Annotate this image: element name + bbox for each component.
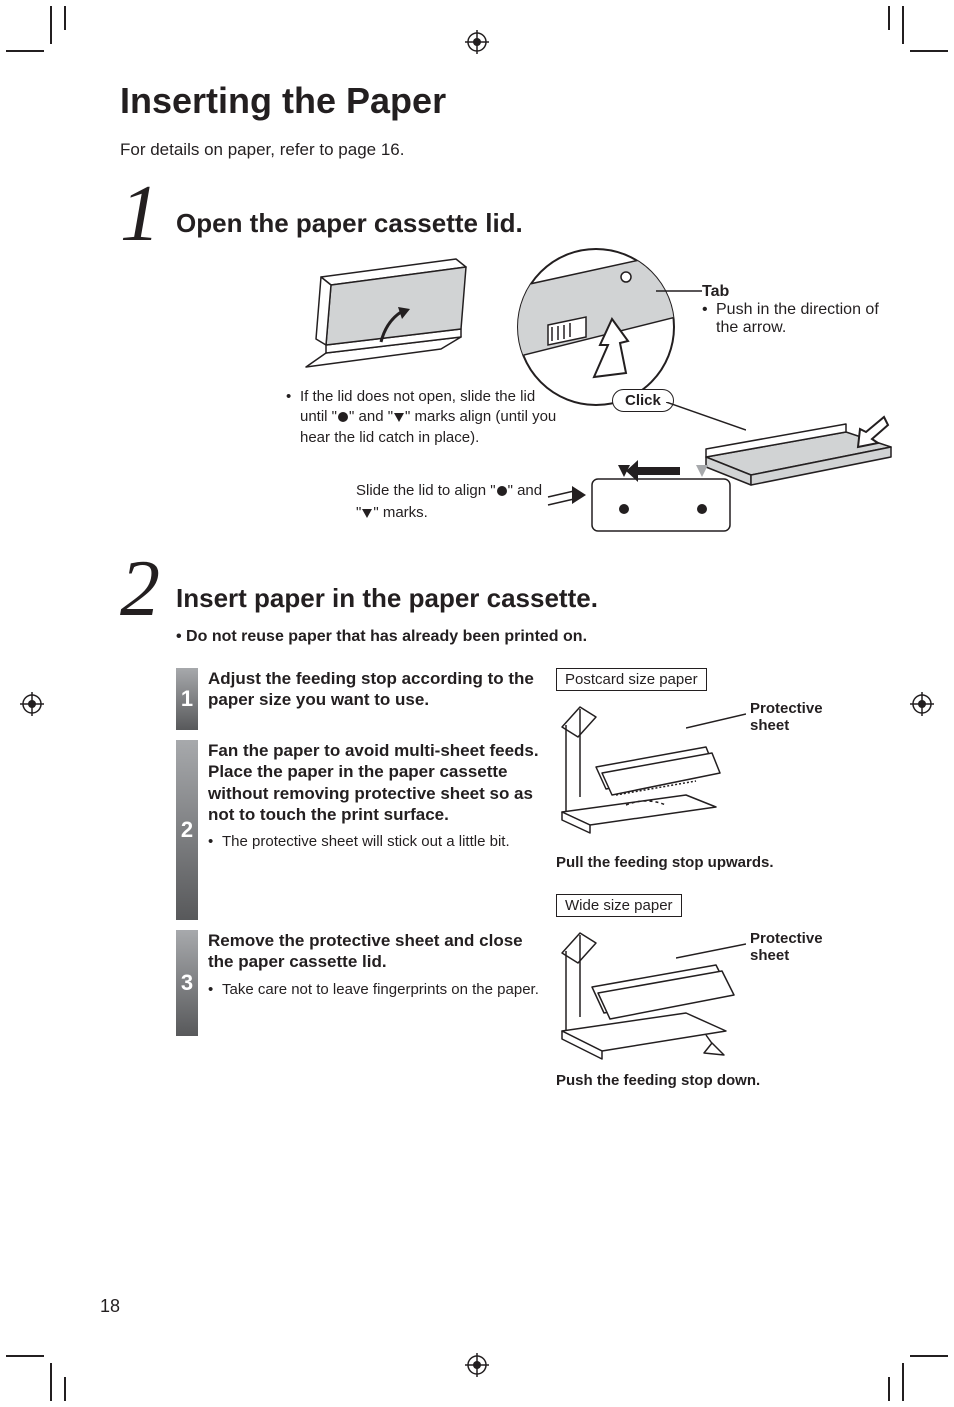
slide-note: Slide the lid to align "" and "" marks. (356, 481, 546, 524)
crop-mark (64, 1377, 66, 1401)
registration-mark-icon (910, 692, 934, 716)
crop-mark (910, 50, 948, 52)
protective-sheet-label: Protective sheet (750, 930, 860, 964)
tab-closeup-illustration (516, 247, 676, 407)
crop-mark (6, 1355, 44, 1357)
pull-caption: Pull the feeding stop upwards. (556, 854, 774, 871)
substep-3: 3 Remove the protective sheet and close … (176, 930, 546, 1036)
step-1: 1 Open the paper cassette lid. (120, 174, 840, 547)
tab-note: Push in the direction of the arrow. (702, 301, 882, 337)
crop-mark (6, 50, 44, 52)
intro-text: For details on paper, refer to page 16. (120, 140, 840, 160)
substep-3-note: Take care not to leave fingerprints on t… (208, 981, 546, 999)
slide-note-part1: Slide the lid to align " (356, 482, 496, 499)
lid-note-part2: " and " (349, 408, 393, 425)
step-1-heading: Open the paper cassette lid. (176, 208, 886, 239)
substep-2: 2 Fan the paper to avoid multi-sheet fee… (176, 740, 546, 920)
crop-mark (910, 1355, 948, 1357)
step-2-warning: • Do not reuse paper that has already be… (176, 628, 866, 646)
click-label: Click (612, 389, 674, 412)
tab-leader-line (656, 287, 702, 295)
protective-leader-line (686, 712, 746, 732)
substep-2-title: Fan the paper to avoid multi-sheet feeds… (208, 740, 546, 825)
crop-mark (888, 1377, 890, 1401)
substep-3-title: Remove the protective sheet and close th… (208, 930, 546, 973)
page-number: 18 (100, 1296, 120, 1317)
crop-mark (50, 1363, 52, 1401)
crop-mark (888, 6, 890, 30)
step-2-heading: Insert paper in the paper cassette. (176, 583, 866, 614)
substep-2-note: The protective sheet will stick out a li… (208, 833, 546, 851)
triangle-mark-icon (361, 505, 373, 525)
crop-mark (902, 1363, 904, 1401)
substep-1-number: 1 (176, 668, 198, 730)
page-title: Inserting the Paper (120, 80, 840, 122)
circle-mark-icon (337, 409, 349, 429)
lid-note: If the lid does not open, slide the lid … (286, 387, 566, 448)
substep-3-number: 3 (176, 930, 198, 1036)
slide-note-arrow-icon (546, 483, 586, 513)
triangle-mark-icon (393, 409, 405, 429)
crop-mark (902, 6, 904, 44)
protective-leader-line (676, 942, 746, 962)
push-caption: Push the feeding stop down. (556, 1072, 760, 1089)
step-2-number: 2 (120, 549, 176, 629)
substep-1: 1 Adjust the feeding stop according to t… (176, 668, 546, 730)
substep-1-title: Adjust the feeding stop according to the… (208, 668, 546, 711)
tab-label: Tab (702, 283, 882, 301)
registration-mark-icon (20, 692, 44, 716)
substep-2-number: 2 (176, 740, 198, 920)
step-1-number: 1 (120, 174, 176, 254)
circle-mark-icon (496, 483, 508, 503)
registration-mark-icon (465, 1353, 489, 1377)
wide-size-label: Wide size paper (556, 894, 682, 917)
crop-mark (50, 6, 52, 44)
registration-mark-icon (465, 30, 489, 54)
crop-mark (64, 6, 66, 30)
postcard-size-label: Postcard size paper (556, 668, 707, 691)
align-marks-illustration (586, 457, 736, 537)
protective-sheet-label: Protective sheet (750, 700, 860, 734)
cassette-open-illustration (286, 247, 486, 377)
step-2: 2 Insert paper in the paper cassette. • … (120, 549, 840, 1104)
slide-note-part3: " marks. (373, 504, 428, 521)
